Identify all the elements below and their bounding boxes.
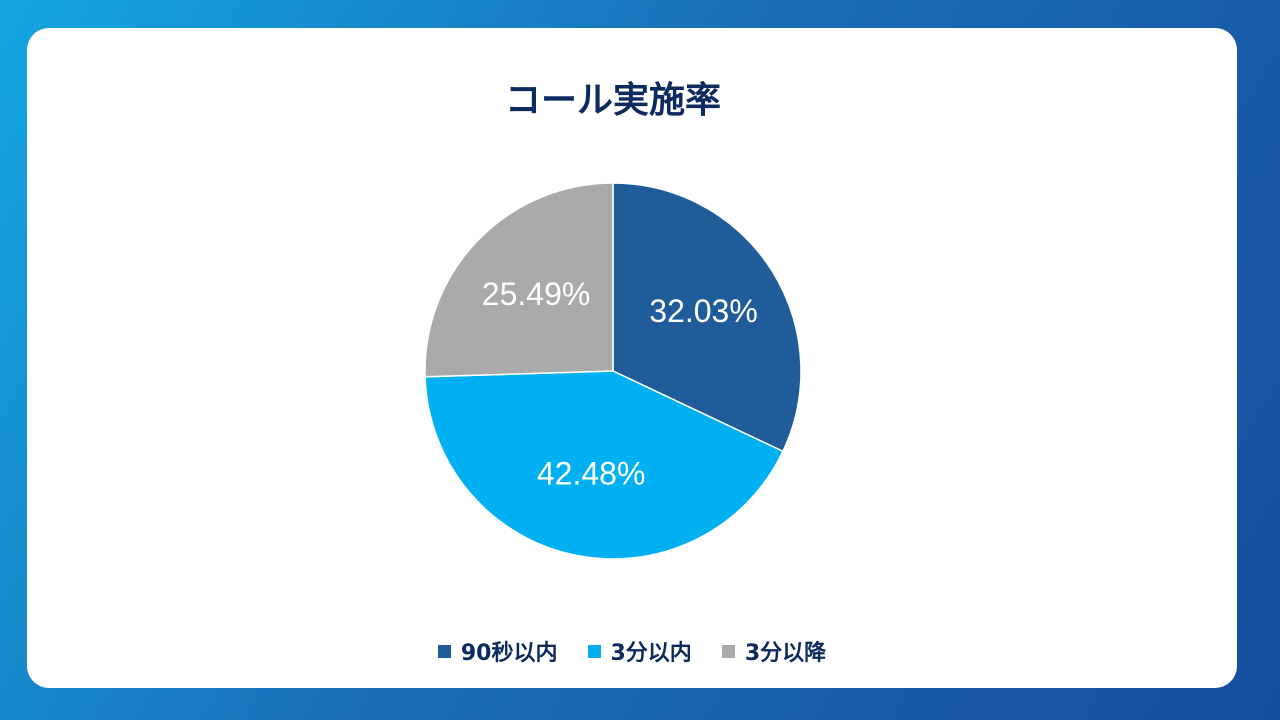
- legend-label: 3分以内: [610, 641, 692, 666]
- legend: 90秒以内 3分以内 3分以降: [27, 635, 1237, 667]
- legend-label: 90秒以内: [460, 641, 558, 666]
- legend-item: 3分以降: [721, 635, 827, 667]
- data-label: 25.49%: [482, 276, 591, 312]
- legend-item: 90秒以内: [437, 635, 558, 667]
- pie-slice: [612, 182, 802, 453]
- legend-swatch: [437, 644, 451, 658]
- legend-label: 3分以降: [744, 641, 827, 666]
- chart-title: コール実施率: [505, 80, 721, 121]
- data-label: 32.03%: [649, 293, 758, 329]
- pie-slice: [424, 182, 614, 378]
- pie-slice: [424, 370, 784, 560]
- card: コール実施率 32.03% 42.48% 25.49% 90秒以内 3分以内 3分以降: [27, 28, 1237, 688]
- legend-swatch: [721, 644, 735, 658]
- legend-item: 3分以内: [587, 635, 692, 667]
- legend-swatch: [587, 644, 601, 658]
- data-label: 42.48%: [537, 455, 646, 491]
- chart: コール実施率 32.03% 42.48% 25.49%: [424, 80, 802, 560]
